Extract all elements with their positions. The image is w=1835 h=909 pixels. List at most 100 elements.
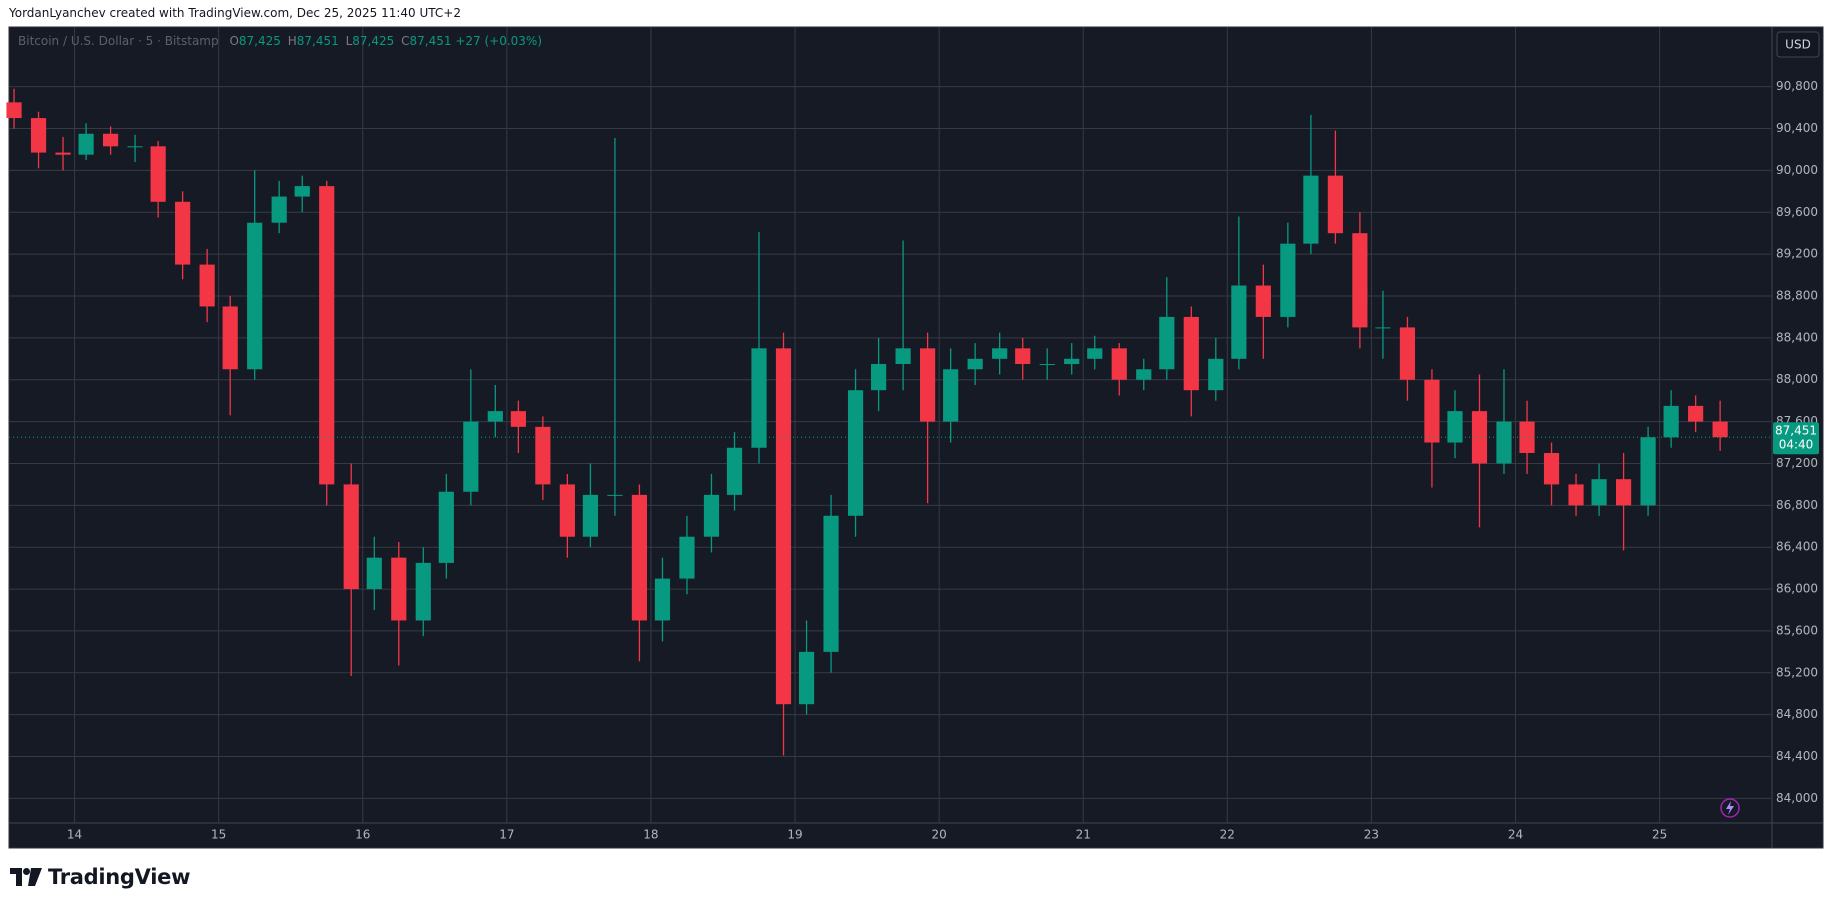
y-tick-label: 86,400 — [1776, 540, 1818, 554]
candle-body — [751, 348, 767, 448]
candle-body — [1447, 411, 1463, 443]
candle-body — [726, 447, 743, 495]
y-tick-label: 86,000 — [1776, 582, 1818, 596]
candle-body — [1087, 348, 1103, 359]
legend-value: 87,451 — [296, 34, 339, 48]
candle-body — [1615, 479, 1632, 506]
last-price-label: 87,451 — [1775, 424, 1817, 438]
currency-label: USD — [1785, 38, 1811, 52]
candle-body — [967, 358, 983, 370]
legend-value: 87,451 — [409, 34, 452, 48]
x-tick-label: 21 — [1076, 828, 1091, 842]
candle-body — [1543, 452, 1560, 485]
candle-body — [607, 494, 623, 496]
candle-body — [992, 348, 1008, 359]
legend-label: L — [345, 34, 353, 48]
y-tick-label: 87,200 — [1776, 456, 1818, 470]
candle-body — [582, 494, 599, 537]
candle-body — [1208, 358, 1224, 391]
candle-body — [391, 557, 407, 621]
candle-body — [775, 348, 792, 705]
candle-body — [920, 348, 936, 422]
candle-body — [30, 118, 47, 153]
y-tick-label: 84,000 — [1776, 791, 1818, 805]
candle-body — [1111, 348, 1127, 380]
candle-body — [1064, 358, 1080, 365]
y-tick-label: 85,600 — [1776, 623, 1818, 637]
candle-body — [1471, 411, 1488, 464]
candle-body — [798, 651, 815, 705]
assistant-bolt — [1726, 801, 1734, 815]
header-text: YordanLyanchev created with TradingView.… — [9, 6, 461, 20]
candle-body — [871, 364, 887, 391]
candle-body — [150, 146, 166, 202]
candle-body — [1496, 421, 1512, 464]
candle-body — [1568, 484, 1584, 506]
last-price-box — [1773, 422, 1819, 455]
y-tick-label: 85,200 — [1776, 665, 1818, 679]
candle-body — [1231, 285, 1247, 359]
assistant-icon[interactable] — [1720, 798, 1740, 818]
candle-body — [1136, 369, 1152, 380]
x-tick-label: 25 — [1652, 828, 1667, 842]
x-tick-label: 19 — [787, 828, 802, 842]
candle-body — [6, 102, 22, 119]
y-tick-label: 89,600 — [1776, 205, 1818, 219]
candle-body — [415, 562, 431, 621]
candles — [6, 88, 1772, 756]
y-tick-label: 90,400 — [1776, 121, 1818, 135]
candle-body — [823, 515, 839, 652]
x-tick-label: 15 — [211, 828, 226, 842]
y-tick-label: 88,800 — [1776, 288, 1818, 302]
logo-icon — [10, 868, 42, 886]
candle-body — [222, 306, 238, 370]
candle-body — [1663, 405, 1679, 438]
currency-button[interactable] — [1776, 31, 1820, 58]
candle-body — [127, 146, 143, 148]
candle-body — [631, 494, 648, 621]
x-tick-label: 18 — [643, 828, 658, 842]
candle-body — [679, 536, 695, 579]
candle-body — [535, 426, 551, 485]
legend-value: 87,425 — [352, 34, 395, 48]
x-tick-label: 23 — [1364, 828, 1379, 842]
legend-label: H — [287, 34, 297, 48]
candle-body — [366, 557, 382, 590]
candle-body — [1712, 421, 1728, 438]
candle-body — [294, 186, 310, 197]
candle-body — [343, 484, 359, 590]
candle-body — [1352, 233, 1368, 328]
candle-body — [1688, 405, 1704, 422]
y-tick-label: 90,000 — [1776, 163, 1818, 177]
candle-body — [1183, 316, 1199, 391]
candle-body — [559, 484, 575, 537]
candle-body — [247, 222, 263, 370]
y-tick-label: 86,800 — [1776, 498, 1818, 512]
x-tick-label: 14 — [67, 828, 82, 842]
candle-body — [1519, 421, 1535, 453]
candle-body — [1424, 379, 1440, 443]
countdown-label: 04:40 — [1779, 438, 1814, 452]
candle-body — [1015, 348, 1031, 365]
y-tick-label: 84,400 — [1776, 749, 1818, 763]
candle-body — [319, 186, 335, 485]
footer: TradingView — [10, 865, 190, 889]
candle-body — [438, 491, 454, 563]
candle-body — [1159, 316, 1175, 370]
candle-body — [175, 201, 191, 265]
legend-label: O — [229, 34, 239, 48]
x-tick-label: 20 — [931, 828, 946, 842]
x-tick-label: 22 — [1220, 828, 1235, 842]
candle-body — [1375, 327, 1391, 329]
candle-body — [703, 494, 720, 537]
candle-body — [943, 369, 959, 422]
legend-change: +27 (+0.03%) — [455, 34, 543, 48]
candle-body — [1280, 243, 1296, 317]
candle-body — [1640, 437, 1656, 506]
legend-symbol: Bitcoin / U.S. Dollar · 5 · Bitstamp — [18, 34, 219, 48]
logo-text: TradingView — [48, 865, 191, 889]
candle-body — [1591, 479, 1607, 506]
legend: Bitcoin / U.S. Dollar · 5 · Bitstamp O 87… — [18, 34, 542, 48]
candle-body — [1303, 175, 1319, 244]
y-tick-label: 89,200 — [1776, 247, 1818, 261]
